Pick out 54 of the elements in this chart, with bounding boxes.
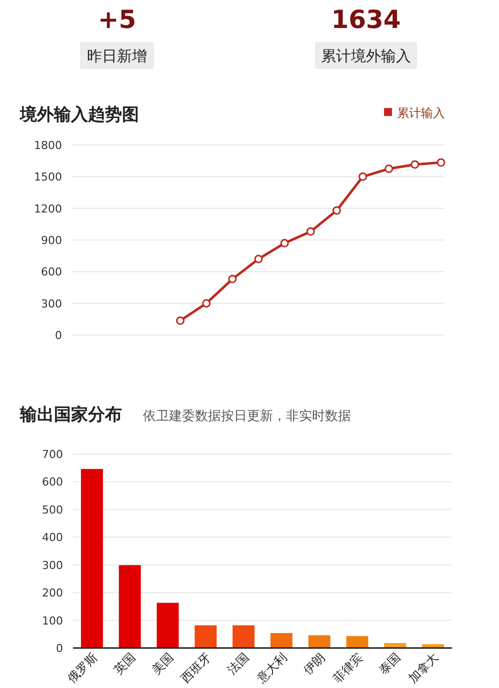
y-tick-label: 1200 xyxy=(34,202,62,216)
y-tick-label: 500 xyxy=(42,503,63,516)
point xyxy=(202,299,211,308)
bar xyxy=(270,633,292,648)
text: 累计境外输入 xyxy=(321,47,411,65)
chart-subtitle: 依卫建委数据按日更新，非实时数据 xyxy=(143,409,351,424)
bar xyxy=(422,644,444,648)
y-tick-label: 300 xyxy=(42,558,63,572)
chart-title: 输出国家分布 xyxy=(19,405,122,425)
chart-title: 境外输入趋势图 xyxy=(19,105,139,125)
y-tick-label: 600 xyxy=(41,266,62,279)
bar xyxy=(118,565,141,648)
x-tick-label: 俄罗斯 xyxy=(64,650,100,686)
y-tick-label: 100 xyxy=(42,614,63,628)
text: 1634 xyxy=(331,5,401,34)
point xyxy=(410,160,420,169)
text: +5 xyxy=(98,5,136,34)
y-tick-label: 400 xyxy=(42,531,63,544)
bar xyxy=(346,636,368,648)
y-tick-label: 0 xyxy=(56,642,63,655)
y-tick-label: 1800 xyxy=(34,139,62,152)
point xyxy=(358,172,368,181)
bar xyxy=(156,602,179,648)
x-tick-label: 伊朗 xyxy=(300,650,328,678)
legend-label: 累计输入 xyxy=(397,106,445,120)
y-tick-label: 600 xyxy=(42,476,63,489)
x-tick-label: 西班牙 xyxy=(178,650,214,686)
text: 昨日新增 xyxy=(87,47,147,65)
bar xyxy=(194,625,217,648)
x-tick-label: 意大利 xyxy=(254,650,290,686)
point xyxy=(384,164,394,173)
x-tick-label: 美国 xyxy=(149,650,176,678)
x-tick-label: 泰国 xyxy=(376,650,404,678)
x-tick-label: 法国 xyxy=(224,650,252,678)
y-tick-label: 300 xyxy=(41,297,62,310)
point xyxy=(332,206,341,215)
y-tick-label: 1500 xyxy=(34,170,62,184)
point xyxy=(228,274,237,284)
point xyxy=(306,227,315,236)
y-tick-label: 900 xyxy=(41,234,62,247)
bar xyxy=(384,643,406,648)
y-tick-label: 200 xyxy=(42,586,63,600)
point xyxy=(176,316,185,325)
y-tick-label: 0 xyxy=(55,329,62,342)
bar xyxy=(80,468,103,648)
point xyxy=(280,238,289,248)
point xyxy=(254,254,263,264)
bar xyxy=(308,635,330,648)
y-tick-label: 700 xyxy=(42,448,63,461)
x-tick-label: 加拿大 xyxy=(406,650,442,686)
bar xyxy=(232,625,255,648)
x-tick-label: 菲律宾 xyxy=(330,650,366,686)
x-tick-label: 英国 xyxy=(111,650,138,678)
point xyxy=(436,158,446,167)
